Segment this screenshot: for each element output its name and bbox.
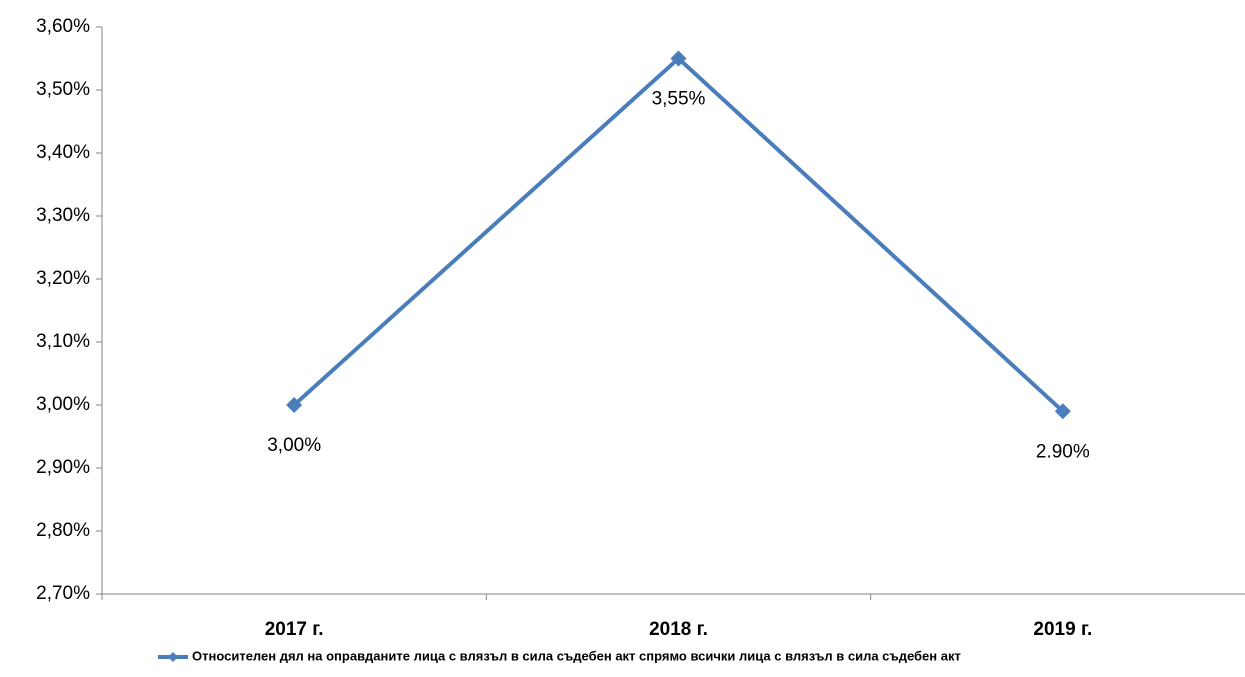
marker [670, 50, 687, 67]
data-label: 3,55% [652, 89, 706, 110]
x-tick-label: 2017 г. [265, 619, 324, 640]
y-tick-label: 2,70% [36, 583, 90, 604]
data-label: 3,00% [267, 435, 321, 456]
y-tick-label: 3,60% [36, 16, 90, 37]
y-tick-label: 3,40% [36, 142, 90, 163]
y-tick-label: 3,20% [36, 268, 90, 289]
x-tick-label: 2018 г. [649, 619, 708, 640]
marker [1054, 403, 1071, 420]
marker [286, 397, 303, 413]
series-line [292, 55, 1065, 413]
y-tick-label: 2,80% [36, 520, 90, 541]
y-tick-label: 3,10% [36, 331, 90, 352]
legend-marker [168, 652, 178, 662]
y-tick-label: 3,00% [36, 394, 90, 415]
x-tick-label: 2019 г. [1033, 619, 1092, 640]
y-tick-label: 2,90% [36, 457, 90, 478]
data-label: 2.90% [1036, 441, 1090, 462]
y-tick-label: 3,50% [36, 79, 90, 100]
legend-label: Относителен дял на оправданите лица с вл… [192, 648, 961, 663]
y-tick-label: 3,30% [36, 205, 90, 226]
